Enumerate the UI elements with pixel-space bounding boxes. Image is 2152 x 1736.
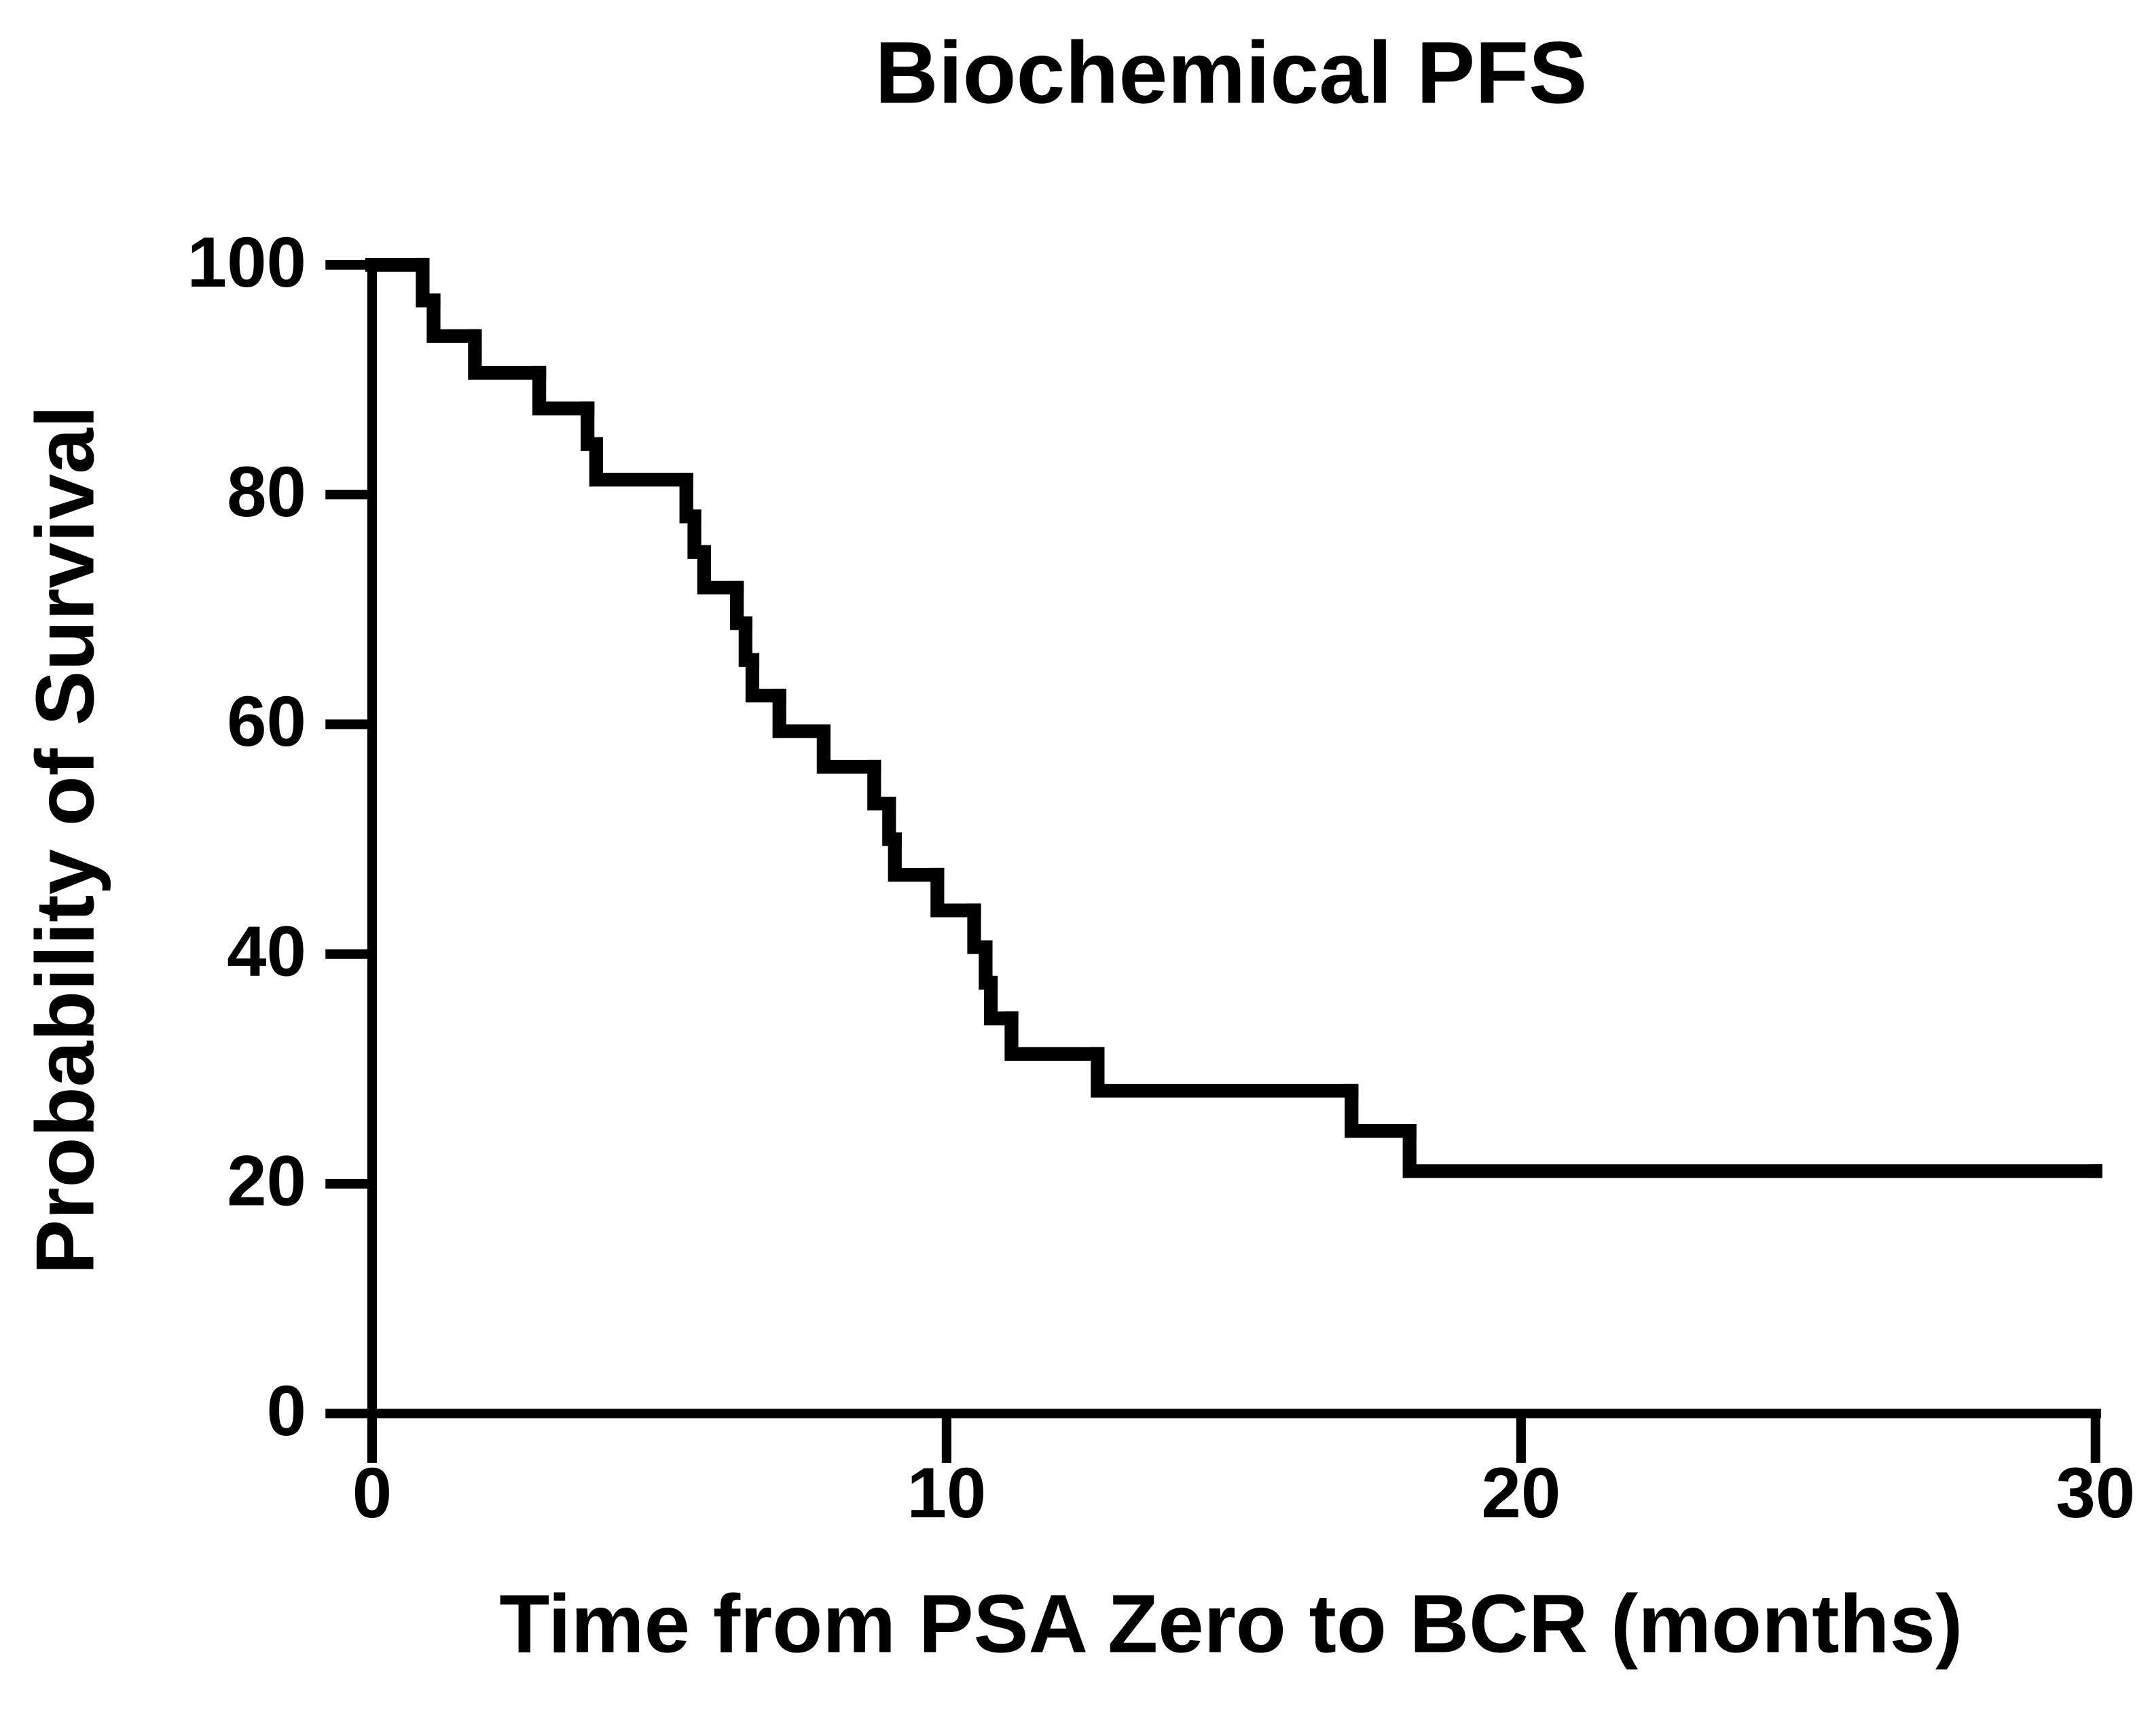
survival-step — [532, 365, 595, 416]
x-tick-label: 0 — [352, 1453, 392, 1533]
chart-title: Biochemical PFS — [875, 24, 1587, 122]
x-tick-label: 30 — [2056, 1453, 2135, 1533]
y-axis-label: Probability of Survival — [18, 405, 111, 1275]
survival-step — [426, 293, 482, 343]
survival-step — [888, 832, 945, 882]
y-tick-label: 100 — [187, 223, 306, 302]
x-axis-label: Time from PSA Zero to BCR (months) — [499, 1577, 1963, 1669]
survival-step — [745, 653, 786, 703]
survival-step — [772, 689, 831, 738]
y-tick-label: 40 — [227, 911, 306, 991]
survival-step — [1091, 1047, 1359, 1098]
survival-step — [816, 724, 881, 774]
y-tick-label: 20 — [227, 1142, 306, 1221]
y-tick-label: 80 — [227, 452, 306, 532]
y-tick-label: 0 — [267, 1371, 306, 1451]
x-tick-label: 20 — [1481, 1453, 1561, 1533]
survival-step — [930, 867, 981, 918]
survival-step — [697, 545, 744, 595]
x-tick-label: 10 — [907, 1453, 986, 1533]
survival-step — [589, 437, 693, 487]
y-tick-label: 60 — [227, 682, 306, 761]
survival-step — [1004, 1011, 1105, 1061]
survival-step — [468, 329, 547, 380]
survival-step — [1345, 1083, 1417, 1138]
survival-step — [1402, 1124, 2102, 1178]
survival-step — [983, 975, 1019, 1026]
